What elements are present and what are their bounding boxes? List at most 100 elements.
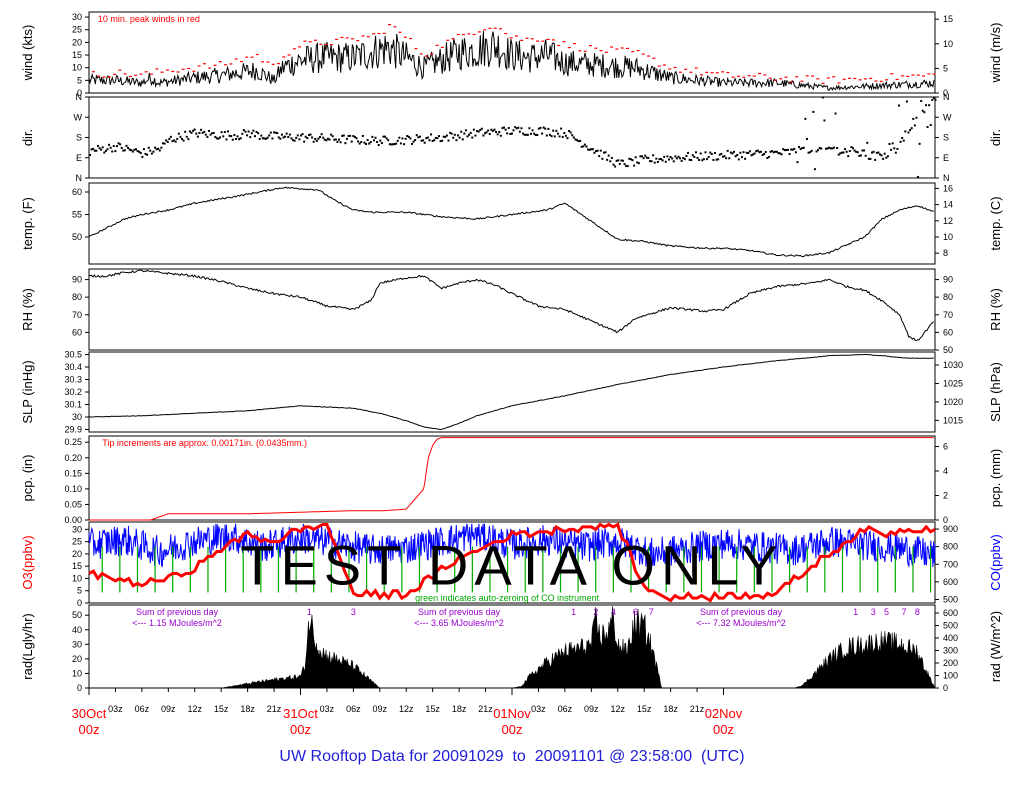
dir-point [805,137,808,140]
x-tick-label: 03z [531,704,546,714]
dir-point [255,130,258,133]
y-tick-label-right: 5 [943,63,948,73]
dir-point [677,155,680,158]
dir-point [391,143,394,146]
y-tick-label: 30 [72,412,82,422]
dir-point [339,141,342,144]
dir-point [100,148,103,151]
y-tick-label: 15 [72,561,82,571]
y-tick-label-right: 10 [943,39,953,49]
x-day-hour-label: 00z [79,722,100,737]
rad-hour-mark: 2 [593,607,598,617]
dir-point [786,148,789,151]
dir-point [142,148,145,151]
x-tick-label: 06z [558,704,573,714]
y-tick-label-right: 60 [943,327,953,337]
footer-time: 23:58:00 [629,748,693,765]
dir-point [772,151,775,154]
test-data-overlay: TEST DATA ONLY [240,534,784,597]
y-tick-label-right: 500 [943,621,958,631]
dir-point [637,162,640,165]
footer-prefix: UW Rooftop Data for [279,748,428,765]
dir-point [926,125,929,128]
x-tick-label: 15z [214,704,229,714]
x-tick-label: 18z [663,704,678,714]
dir-point [188,130,191,133]
dir-point [326,137,329,140]
dir-point [909,128,912,131]
dir-point [721,155,724,158]
y-tick-label: 10 [72,63,82,73]
series-o3 [88,522,936,603]
dir-point [246,134,249,137]
y-tick-label: 5 [77,75,82,85]
dir-point [667,158,670,161]
dir-point [252,129,255,132]
dir-point [923,111,926,114]
dir-point [273,131,276,134]
dir-point [215,137,218,140]
dir-point [915,116,918,119]
dir-point [669,156,672,159]
dir-point [529,132,532,135]
dir-point [369,141,372,144]
dir-point [660,158,663,161]
dir-point [560,127,563,130]
y-tick-label-right: 15 [943,14,953,24]
dir-point [89,153,91,156]
y-tick-label: 60 [72,187,82,197]
dir-point [549,133,552,136]
dir-point [888,143,891,146]
dir-point [882,157,885,160]
y-tick-label-right: 16 [943,183,953,193]
dir-point [412,140,415,143]
y-tick-label: 0.00 [64,515,82,525]
dir-point [725,157,728,160]
dir-point [779,152,782,155]
dir-point [230,135,233,138]
dir-point [893,147,896,150]
y-tick-label-right: 70 [943,310,953,320]
dir-point [483,132,486,135]
y-axis-label-right: SLP (hPa) [988,362,1003,422]
dir-point [401,137,404,140]
dir-point [345,137,348,140]
dir-point [525,133,528,136]
y-tick-label: 30 [72,12,82,22]
dir-point [477,130,480,133]
dir-point [929,123,932,126]
dir-point [599,149,602,152]
dir-point [228,134,231,137]
dir-point [606,158,609,161]
dir-point [98,147,101,150]
dir-point [512,129,515,132]
dir-point [165,139,168,142]
dir-point [177,132,180,135]
dir-point [214,135,217,138]
dir-point [720,152,723,155]
y-tick-label-right: 300 [943,646,958,656]
dir-point [614,165,617,168]
dir-point [503,126,506,129]
panel-frame [88,268,936,351]
dir-point [612,163,615,166]
rad-note-sum: <--- 7.32 MJoules/m^2 [696,618,786,628]
rad-note-title: Sum of previous day [418,607,501,617]
dir-point [598,155,601,158]
dir-point [436,137,439,140]
dir-point [706,158,709,161]
y-tick-label: 0.05 [64,499,82,509]
dir-point [542,126,545,129]
dir-point [469,131,472,134]
y-tick-label: 30.5 [64,350,82,360]
dir-point [371,135,374,138]
dir-point [587,148,590,151]
dir-point [166,140,169,143]
dir-point [101,146,104,149]
y-tick-label: 20 [72,654,82,664]
dir-point [728,157,731,160]
dir-point [152,150,155,153]
dir-point [894,151,897,154]
dir-point [198,131,201,134]
dir-point [699,152,702,155]
